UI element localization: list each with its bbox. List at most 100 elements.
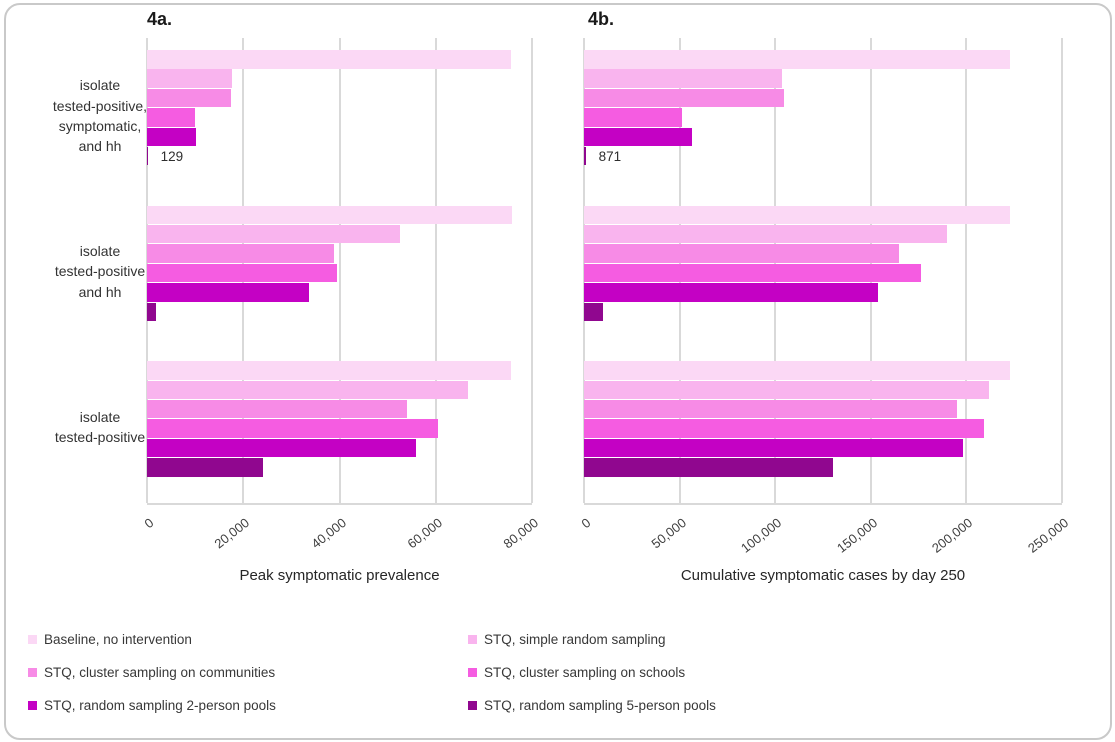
gridline [434,38,437,503]
legend-label: STQ, cluster sampling on schools [484,665,686,680]
bar-row [584,88,1062,108]
bar [147,88,231,108]
legend-swatch-icon [468,668,477,677]
bar-row [584,263,1062,283]
bar-row [147,205,532,225]
bar-row [147,244,532,263]
x-tick-label: 100,000 [738,515,785,556]
bar [147,438,416,458]
bar [147,244,335,263]
bar-row [584,224,1062,244]
bar-row [147,380,532,400]
bar [584,244,899,263]
bar [584,50,1011,69]
legend-item: STQ, cluster sampling on communities [28,665,468,680]
bar-row [147,108,532,127]
x-tick-label: 0 [578,515,594,532]
bar [584,108,682,127]
bar [147,127,197,147]
legend-swatch-icon [468,701,477,710]
bar-row [147,399,532,419]
bar-row [147,50,532,69]
bar-row: 871 [584,146,1062,166]
legend: Baseline, no intervention STQ, cluster sa… [28,632,716,713]
bar [147,50,511,69]
panel-title-4b: 4b. [588,9,615,29]
bar [147,399,408,419]
gridline [531,38,533,503]
bar-row [147,69,532,88]
plot-area-4a: 129 [146,38,533,505]
bar [584,438,963,458]
bar [147,302,157,322]
bar-row [584,69,1062,88]
bar [147,146,148,166]
category-label: isolate tested-positive, symptomatic, an… [52,77,148,155]
bar-group: 871 [584,38,1062,194]
bar [147,283,310,302]
bar [147,361,511,380]
bar [147,380,468,400]
bar-row [147,263,532,283]
bar [584,263,922,283]
x-axis-title-4b: Cumulative symptomatic cases by day 250 [680,567,966,584]
plot-area-4b: 871 [583,38,1063,505]
bar [584,69,782,88]
bar-row [584,108,1062,127]
bar-row [584,50,1062,69]
bar [584,205,1011,225]
bar [584,399,957,419]
x-tick-label: 200,000 [929,515,976,556]
bar-row: 129 [147,146,532,166]
x-tick-label: 50,000 [648,515,689,552]
x-tick-label: 150,000 [833,515,881,556]
bar [147,205,513,225]
legend-item: STQ, simple random sampling [468,632,716,647]
category-axis-labels: isolate tested-positive, symptomatic, an… [40,38,160,505]
panel-title-4a: 4a. [147,9,173,29]
bar-row [584,244,1062,263]
panel-4b: 4b. 871 0 50,000 100,000 150,000 200,000 250,… [578,6,1071,584]
bar-row [584,380,1062,400]
legend-swatch-icon [28,668,37,677]
bar-row [584,302,1062,322]
bar-value-label: 129 [160,148,184,164]
x-axis-ticks-4b: 0 50,000 100,000 150,000 200,000 250,000 [578,505,1071,559]
legend-swatch-icon [468,635,477,644]
bar [584,419,984,438]
bar-row [584,438,1062,458]
bar-row [147,438,532,458]
bar [584,283,879,302]
legend-item: STQ, cluster sampling on schools [468,665,716,680]
category-label: isolate tested-positive [54,408,146,446]
gridline [338,38,341,503]
bar [584,146,586,166]
legend-label: STQ, random sampling 5-person pools [484,698,716,713]
bar [584,127,693,147]
bar-row [147,302,532,322]
bar [584,88,785,108]
x-tick-label: 80,000 [500,515,542,552]
x-tick-label: 250,000 [1024,515,1072,556]
bar [147,419,438,438]
legend-label: STQ, cluster sampling on communities [44,665,276,680]
bar-row [584,399,1062,419]
gridline [1061,38,1063,503]
x-tick-label: 20,000 [211,515,253,552]
panel-4a: 4a. 129 0 20,000 40,000 60,000 80,000 Peak s… [141,6,541,584]
legend-swatch-icon [28,701,37,710]
bar [147,69,233,88]
bar-row [584,361,1062,380]
bar [584,224,948,244]
bar-row [147,361,532,380]
bar-row [147,127,532,147]
bar-row [147,283,532,302]
bar [584,302,603,322]
bar-group: 129 [147,38,532,194]
bar [147,224,400,244]
bar-value-label: 871 [598,148,622,164]
legend-label: STQ, random sampling 2-person pools [44,698,276,713]
x-axis-ticks-4a: 0 20,000 40,000 60,000 80,000 [141,505,541,559]
bar-row [147,224,532,244]
bar-row [147,419,532,438]
